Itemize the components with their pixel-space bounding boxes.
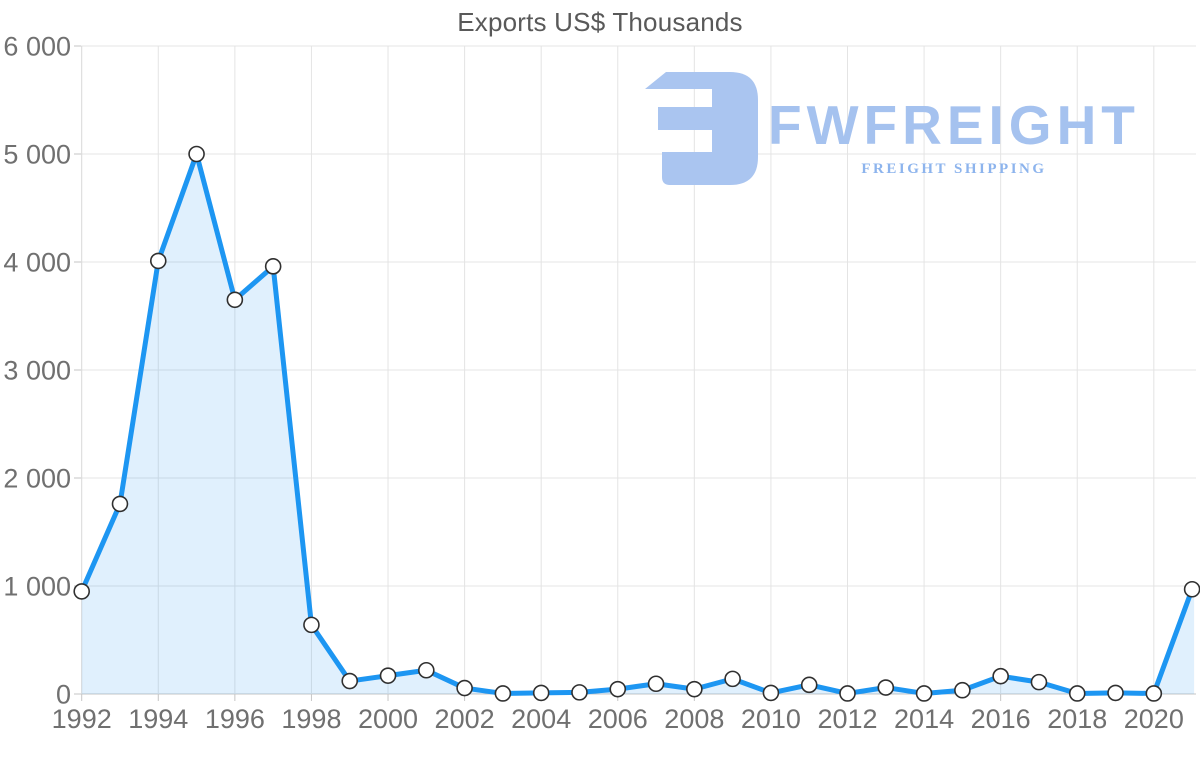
data-point-marker-2007	[647, 675, 665, 693]
data-point-marker-2000	[379, 667, 397, 684]
data-point-marker-1997	[264, 258, 282, 275]
data-point-marker-1998	[303, 616, 320, 634]
data-point-marker-2003	[494, 685, 512, 702]
x-axis-label: 2000	[358, 704, 418, 734]
data-point-marker-2010	[762, 684, 780, 702]
data-point-marker-2014	[915, 685, 933, 702]
series-area	[81, 154, 1195, 694]
x-axis-label: 1994	[128, 704, 188, 734]
data-point-marker-2004	[532, 684, 550, 702]
data-point-marker-2013	[877, 679, 895, 696]
y-axis-label: 1 000	[3, 571, 71, 601]
data-point-marker-1995	[188, 145, 205, 163]
y-axis-label: 5 000	[3, 139, 71, 169]
x-axis-label: 2004	[511, 704, 571, 734]
data-point-marker-1996	[226, 291, 244, 309]
data-point-marker-2019	[1107, 684, 1124, 702]
x-axis-label: 1992	[52, 704, 112, 734]
data-point-marker-2011	[800, 676, 818, 694]
x-axis-label: 2018	[1047, 704, 1107, 734]
y-axis-label: 6 000	[3, 31, 71, 61]
gridlines: 0 1 000 2 000 3 000 4 000 5 000 6 000 1992 1994 1…	[3, 31, 1196, 734]
x-axis-label: 2010	[741, 704, 801, 734]
data-point-marker-2016	[992, 667, 1009, 685]
x-axis-label: 2014	[894, 704, 954, 734]
data-point-marker-2001	[418, 661, 435, 679]
data-point-marker-2009	[724, 670, 741, 688]
data-point-marker-1994	[149, 252, 167, 270]
x-axis-label: 2012	[817, 704, 877, 734]
y-axis-label: 3 000	[3, 355, 71, 385]
x-axis-label: 2016	[971, 704, 1031, 734]
x-axis-label: 2006	[588, 704, 648, 734]
y-axis-label: 0	[56, 679, 71, 709]
data-point-marker-2002	[456, 679, 473, 697]
x-axis-label: 1998	[281, 704, 341, 734]
x-axis-label: 1996	[205, 704, 265, 734]
data-point-marker-2012	[839, 685, 856, 702]
data-point-marker-1992	[73, 583, 90, 600]
data-point-marker-2018	[1068, 685, 1086, 702]
data-point-marker-2006	[609, 680, 627, 698]
chart-title: Exports US$ Thousands	[457, 7, 743, 37]
data-point-marker-1999	[341, 672, 359, 690]
data-point-markers	[73, 145, 1200, 702]
data-point-marker-2008	[686, 680, 703, 698]
data-point-marker-2015	[954, 681, 971, 699]
data-point-marker-2021	[1183, 580, 1200, 598]
data-point-marker-2005	[571, 684, 588, 701]
data-point-marker-2020	[1145, 685, 1163, 702]
data-point-marker-1993	[111, 495, 129, 513]
y-axis-label: 4 000	[3, 247, 71, 277]
data-point-marker-2017	[1030, 673, 1048, 691]
y-axis-label: 2 000	[3, 463, 71, 493]
x-axis-label: 2020	[1124, 704, 1184, 734]
x-axis-label: 2002	[435, 704, 495, 734]
x-axis-label: 2008	[664, 704, 724, 734]
